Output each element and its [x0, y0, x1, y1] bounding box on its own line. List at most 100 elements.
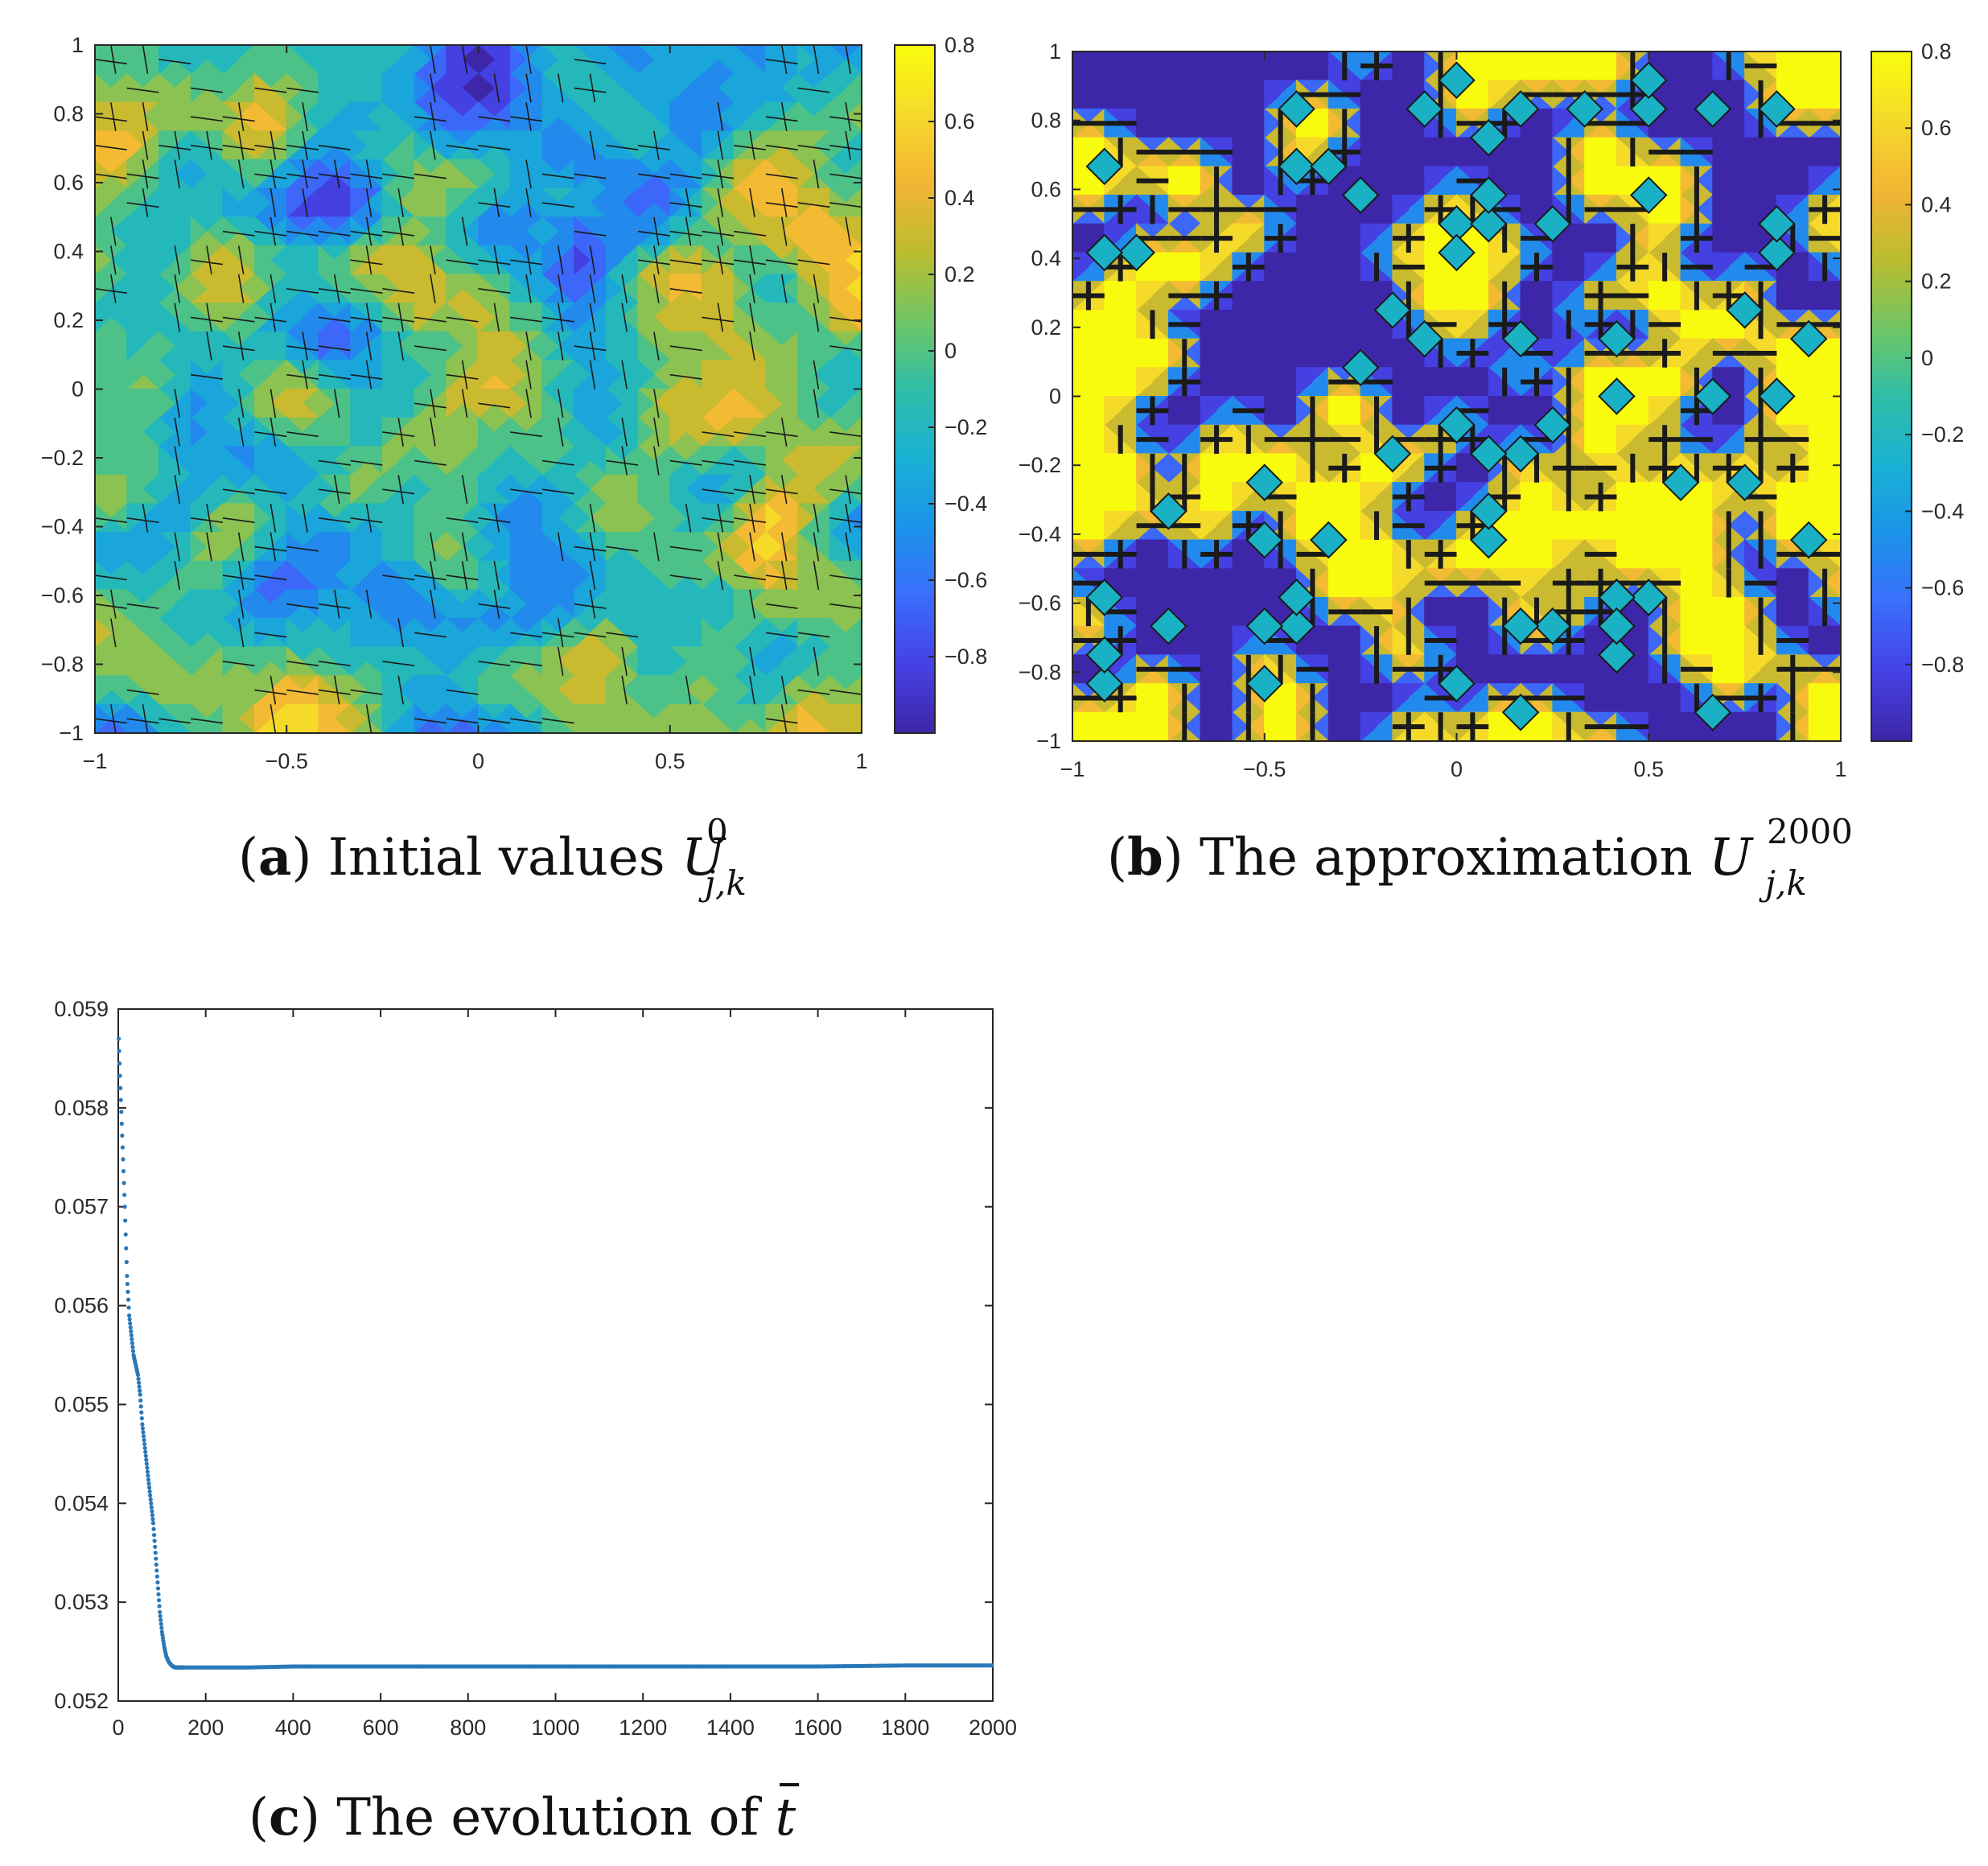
contour-cell — [478, 72, 496, 104]
contour-cell — [733, 101, 751, 132]
contour-cell — [1296, 280, 1314, 311]
contour-cell — [1072, 367, 1089, 398]
contour-cell — [1712, 165, 1730, 196]
contour-cell — [1808, 280, 1825, 311]
contour-cell — [190, 216, 208, 247]
contour-cell — [509, 72, 527, 104]
contour-line — [110, 45, 117, 74]
contour-cell — [1392, 567, 1410, 599]
contour-line — [414, 316, 447, 323]
contour-cell — [126, 359, 144, 390]
contour-cell — [509, 130, 527, 161]
contour-line — [702, 517, 735, 523]
contour-cell — [1232, 309, 1249, 340]
contour-line — [574, 230, 607, 237]
contour-line — [414, 345, 447, 352]
contour-cell — [1072, 510, 1089, 541]
contour-line — [461, 561, 468, 591]
contour-cell — [126, 646, 144, 677]
contour-cell — [1488, 251, 1505, 282]
contour-line — [637, 230, 670, 237]
contour-cell — [1616, 51, 1634, 81]
contour-cell — [765, 502, 783, 533]
contour-cell — [1488, 79, 1505, 110]
contour-cell — [605, 101, 623, 132]
contour-line — [397, 675, 404, 705]
contour-line — [669, 230, 702, 237]
contour-plot-b — [1072, 51, 1841, 741]
contour-cell — [1744, 510, 1762, 542]
contour-line — [510, 116, 543, 122]
contour-line — [95, 116, 127, 122]
contour-cell — [318, 72, 335, 104]
contour-cell — [350, 617, 368, 649]
contour-line — [574, 173, 607, 179]
contour-cell — [574, 101, 591, 132]
contour-line — [717, 216, 724, 246]
contour-line — [350, 316, 383, 323]
contour-cell — [1680, 596, 1698, 628]
colorbar-segment — [895, 91, 935, 100]
contour-line — [621, 446, 628, 476]
contour-cell — [637, 560, 655, 591]
contour-cell — [446, 331, 463, 361]
contour-line — [110, 102, 117, 132]
contour-cell — [1552, 165, 1570, 196]
contour-cell — [1392, 337, 1410, 369]
contour-cell — [254, 273, 272, 304]
contour-line — [557, 303, 564, 332]
contour-cell — [158, 646, 176, 677]
contour-line — [829, 144, 862, 150]
contour-cell — [669, 72, 687, 104]
contour-line — [653, 332, 660, 361]
contour-cell — [1520, 395, 1537, 426]
contour-line — [557, 618, 564, 648]
contour-line — [142, 45, 149, 74]
contour-cell — [541, 646, 559, 677]
contour-cell — [1104, 337, 1122, 369]
contour-cell — [381, 187, 399, 218]
contour-line — [318, 689, 351, 695]
contour-line — [606, 632, 639, 638]
contour-cell — [1680, 165, 1698, 196]
caption-a-superscript: 0 — [706, 812, 728, 851]
contour-line — [95, 575, 127, 581]
contour-cell — [222, 245, 240, 276]
contour-cell — [254, 359, 272, 390]
colorbar-tick-label: 0.8 — [945, 33, 975, 57]
contour-line — [493, 187, 500, 217]
contour-line — [813, 532, 820, 562]
contour-cell — [1808, 366, 1825, 398]
colorbar-segment — [895, 702, 935, 711]
contour-cell — [1360, 309, 1377, 340]
contour-cell — [318, 187, 335, 218]
contour-cell — [1232, 337, 1249, 369]
contour-line — [829, 603, 862, 609]
contour-cell — [637, 474, 655, 505]
contour-cell — [1360, 653, 1377, 685]
contour-cell — [318, 245, 335, 276]
contour-cell — [1776, 165, 1794, 196]
contour-cell — [1552, 538, 1570, 570]
contour-cell — [605, 588, 623, 620]
contour-line — [749, 675, 755, 705]
contour-cell — [1808, 51, 1825, 81]
contour-cell — [1680, 194, 1698, 225]
contour-cell — [126, 617, 144, 649]
contour-line — [142, 503, 149, 533]
colorbar-segment — [895, 122, 935, 130]
contour-line — [845, 475, 851, 505]
contour-cell — [95, 675, 112, 706]
contour-lines-a — [95, 45, 862, 733]
contour-cell — [381, 101, 399, 132]
contour-cell — [446, 101, 463, 132]
contour-line — [302, 159, 308, 189]
y-tick-label: 0.6 — [53, 171, 84, 195]
contour-line — [254, 488, 287, 495]
contour-line — [749, 187, 755, 217]
contour-cell — [414, 273, 431, 304]
contour-cell — [222, 273, 240, 304]
colorbar-segment — [895, 175, 935, 183]
contour-line — [126, 718, 159, 724]
contour-cell — [1200, 596, 1217, 628]
